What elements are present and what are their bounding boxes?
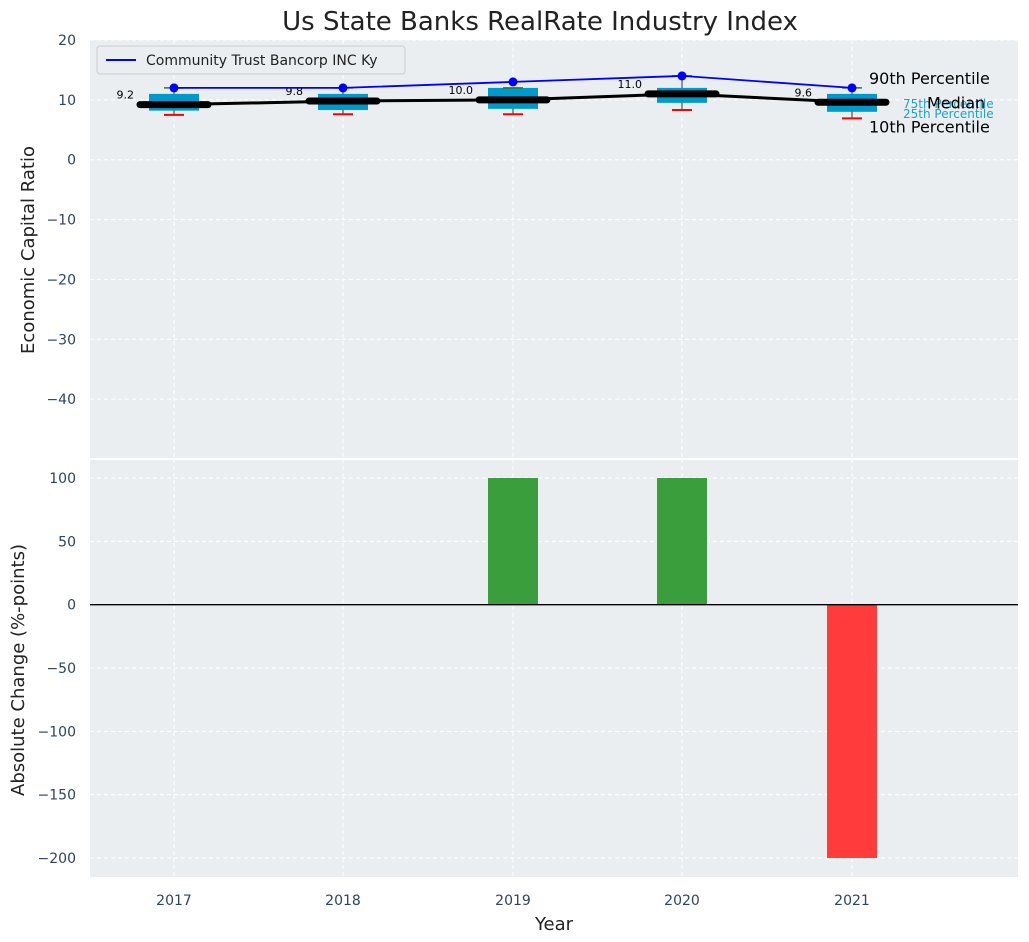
bottom-y-tick-label: 50 (58, 534, 76, 550)
company-series-point (847, 83, 857, 93)
x-tick-label: 2017 (156, 893, 192, 909)
company-series-point (677, 71, 687, 81)
annotation-median: Median (927, 93, 985, 112)
chart-title: Us State Banks RealRate Industry Index (282, 7, 798, 37)
change-bar (488, 478, 538, 605)
annotation-75th: 75th Percentile (903, 97, 994, 111)
company-series-point (169, 83, 179, 93)
legend: Community Trust Bancorp INC Ky (96, 45, 406, 75)
top-y-tick-label: −20 (46, 272, 76, 288)
bottom-y-tick-label: 0 (67, 598, 76, 614)
median-value-label: 9.6 (795, 86, 813, 99)
company-series-point (338, 83, 348, 93)
top-y-tick-label: −30 (46, 332, 76, 348)
annotation-25th: 25th Percentile (903, 107, 994, 121)
median-series-line (173, 92, 853, 107)
x-tick-label: 2019 (495, 893, 531, 909)
bottom-y-tick-label: −100 (38, 724, 76, 740)
bottom-panel: 100 50 0 −50 −100 −150 −200 2017 2018 2019 2020 202… (38, 458, 1018, 909)
top-y-tick-label: −40 (46, 392, 76, 408)
legend-box (96, 45, 406, 75)
top-y-tick-label: 10 (58, 93, 76, 109)
x-tick-label: 2020 (664, 893, 700, 909)
company-series-point (508, 77, 518, 87)
annotation-90th: 90th Percentile (869, 69, 990, 88)
bottom-y-tick-label: −150 (38, 788, 76, 804)
x-tick-label: 2018 (325, 893, 361, 909)
change-bar (657, 478, 707, 605)
bottom-y-tick-label: −200 (38, 851, 76, 867)
median-value-label: 11.0 (618, 78, 643, 91)
bottom-y-axis-label: Absolute Change (%-points) (8, 544, 29, 796)
bottom-y-tick-label: 100 (49, 471, 76, 487)
bottom-y-tick-label: −50 (46, 661, 76, 677)
top-y-axis-label: Economic Capital Ratio (18, 146, 39, 354)
legend-label: Community Trust Bancorp INC Ky (146, 53, 378, 69)
x-tick-label: 2021 (834, 893, 870, 909)
top-y-tick-label: 20 (58, 33, 76, 49)
median-value-label: 10.0 (449, 84, 474, 97)
annotation-10th: 10th Percentile (869, 117, 990, 136)
top-y-tick-label: −10 (46, 213, 76, 229)
change-bar (827, 604, 877, 858)
x-axis-label: Year (534, 914, 574, 935)
top-y-tick-label: 0 (67, 153, 76, 169)
median-value-label: 9.2 (117, 89, 135, 102)
